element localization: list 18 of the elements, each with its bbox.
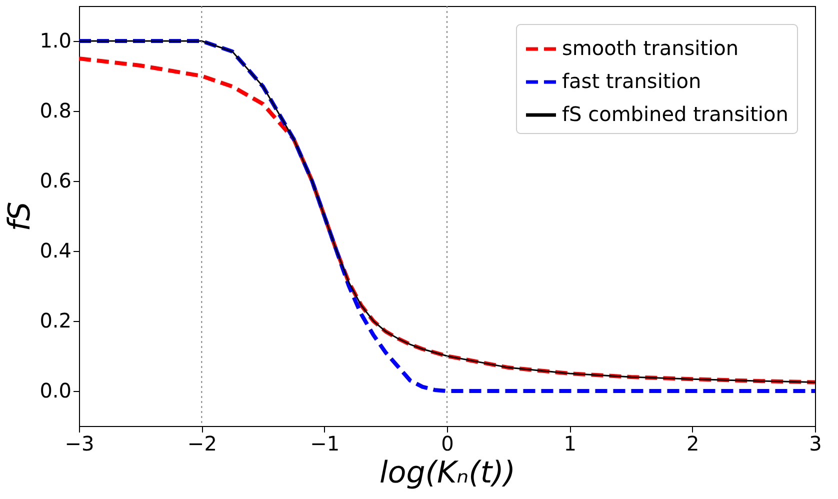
y-axis-title: fS (2, 202, 38, 232)
y-tick-label: 1.0 (40, 28, 72, 52)
x-tick-label: −3 (64, 432, 94, 456)
x-tick-label: 3 (809, 432, 822, 456)
x-tick-label: −2 (187, 432, 217, 456)
y-tick-label: 0.8 (40, 98, 72, 122)
x-tick-label: 0 (441, 432, 454, 456)
legend-label: fast transition (562, 69, 702, 93)
y-tick-label: 0.4 (40, 238, 72, 262)
legend-label: fS combined transition (562, 102, 788, 126)
x-tick-label: 2 (686, 432, 700, 456)
legend-label: smooth transition (562, 36, 739, 60)
y-tick-label: 0.6 (40, 168, 72, 192)
x-tick-label: 1 (564, 432, 577, 456)
x-axis-title: log(Kₙ(t)) (380, 456, 516, 490)
y-tick-label: 0.2 (40, 308, 72, 332)
y-tick-label: 0.0 (40, 378, 72, 402)
x-tick-label: −1 (310, 432, 340, 456)
